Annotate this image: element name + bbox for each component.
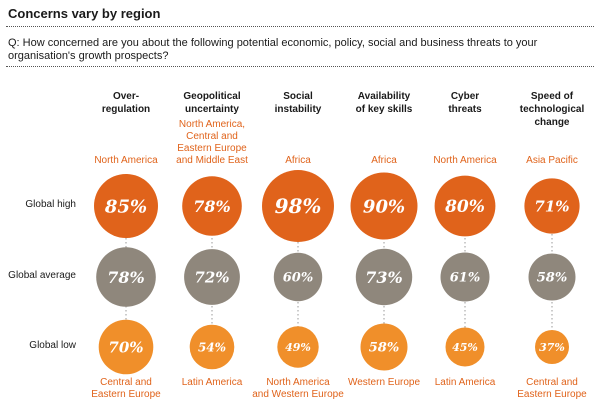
text-line: threats [448, 104, 482, 115]
bubble-low [98, 319, 154, 375]
bubble-high [350, 172, 418, 240]
text-line: Central and [100, 377, 152, 388]
bubble-value-label: 60% [283, 271, 313, 286]
text-line: Central and [186, 131, 238, 142]
high-region-label: Asia Pacific [500, 155, 600, 167]
text-line: technological [519, 104, 585, 115]
text-line: change [534, 117, 570, 128]
low-region-label: Western Europe [332, 377, 436, 389]
column-header: Speed of technological change [507, 90, 597, 129]
bubble-low [360, 323, 408, 371]
text-line: and Middle East [176, 155, 248, 166]
survey-question: Q: How concerned are you about the follo… [8, 37, 538, 62]
high-region-label: North America [74, 155, 178, 167]
column-header: Cyber threats [420, 90, 510, 116]
title-divider [6, 26, 594, 27]
bubble-average [355, 248, 413, 306]
low-region-label: Central and Eastern Europe [74, 377, 178, 401]
bubble-high [434, 175, 496, 237]
text-line: Africa [285, 155, 311, 166]
low-region-label: North America and Western Europe [246, 377, 350, 401]
bubble-low [277, 326, 319, 368]
bubble-average [184, 249, 240, 305]
bubble-average [96, 247, 156, 307]
text-line: Speed of [530, 91, 574, 102]
text-line: regulation [101, 104, 151, 115]
bubble-average [440, 252, 490, 302]
text-line: Eastern Europe [91, 389, 161, 400]
chart-title: Concerns vary by region [8, 6, 161, 21]
bubble-high [262, 170, 334, 242]
low-region-label: Latin America [160, 377, 264, 389]
row-label-global-high: Global high [25, 199, 76, 210]
high-region-label: North America, Central and Eastern Europe a… [160, 119, 264, 167]
low-region-label: Latin America [413, 377, 517, 389]
bubble-value-label: 58% [537, 271, 567, 286]
bubble-value-label: 45% [452, 341, 478, 354]
text-line: North America, [178, 119, 246, 130]
bubble-value-label: 78% [193, 197, 230, 216]
text-line: Social [283, 91, 313, 102]
column-header: Social instability [253, 90, 343, 116]
bubble-value-label: 49% [285, 341, 311, 354]
text-line: Eastern Europe [177, 143, 247, 154]
bubble-high [94, 174, 158, 238]
text-line: Eastern Europe [517, 389, 587, 400]
text-line: Latin America [434, 377, 496, 388]
column-header: Geopolitical uncertainty [167, 90, 257, 116]
bubble-value-label: 85% [104, 196, 147, 217]
bubble-value-label: 90% [363, 196, 405, 217]
text-line: uncertainty [185, 104, 239, 115]
bubble-value-label: 80% [444, 197, 485, 217]
text-line: Western Europe [347, 377, 421, 388]
bubble-value-label: 70% [108, 338, 143, 356]
bubble-value-label: 98% [275, 194, 322, 218]
bubble-value-label: 37% [539, 341, 565, 354]
bubble-value-label: 61% [450, 271, 480, 286]
text-line: Over- [112, 91, 140, 102]
bubble-high [524, 178, 580, 234]
bubble-low [445, 327, 485, 367]
column-header: Over-regulation [81, 90, 171, 116]
text-line: Africa [371, 155, 397, 166]
bubble-value-label: 78% [107, 268, 144, 287]
text-line: North America [266, 377, 330, 388]
bubble-value-label: 71% [534, 197, 569, 215]
bubble-average [273, 252, 323, 302]
bubble-average [528, 253, 576, 301]
text-line: North America [433, 155, 497, 166]
text-line: Availability [357, 91, 411, 102]
bubble-high [182, 176, 242, 236]
text-line: of key skills [355, 104, 413, 115]
bubble-value-label: 73% [365, 268, 402, 287]
column-header: Availability of key skills [339, 90, 429, 116]
high-region-label: North America [413, 155, 517, 167]
text-line: Latin America [181, 377, 243, 388]
bubble-value-label: 54% [198, 340, 226, 354]
bubble-value-label: 72% [194, 268, 229, 286]
bubble-low [189, 324, 235, 370]
question-divider [6, 66, 594, 67]
bubble-value-label: 58% [369, 341, 399, 356]
low-region-label: Central and Eastern Europe [500, 377, 600, 401]
bubble-low [535, 330, 569, 364]
text-line: instability [274, 104, 322, 115]
text-line: and Western Europe [252, 389, 344, 400]
text-line: North America [94, 155, 158, 166]
high-region-label: Africa [332, 155, 436, 167]
row-label-global-low: Global low [29, 340, 76, 351]
text-line: Central and [526, 377, 578, 388]
text-line: Geopolitical [183, 91, 241, 102]
row-label-global-average: Global average [8, 270, 76, 281]
high-region-label: Africa [246, 155, 350, 167]
text-line: Cyber [450, 91, 480, 102]
text-line: Asia Pacific [526, 155, 578, 166]
